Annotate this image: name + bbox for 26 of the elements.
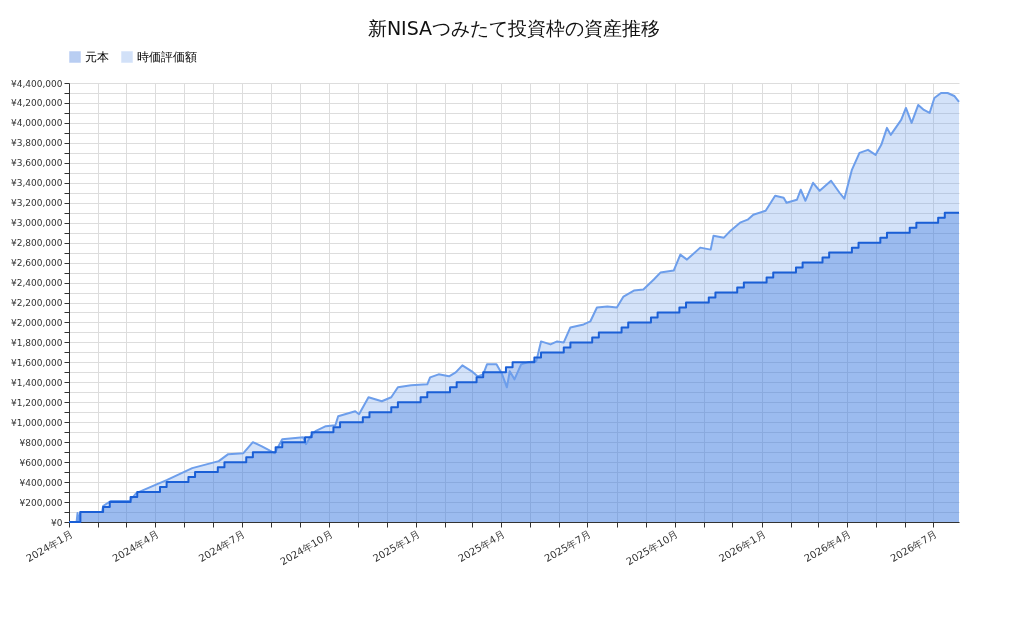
y-tick-label: ¥1,400,000 bbox=[10, 377, 63, 388]
y-tick-label: ¥3,400,000 bbox=[10, 178, 63, 189]
y-tick-label: ¥3,000,000 bbox=[10, 218, 63, 229]
y-tick-label: ¥3,200,000 bbox=[10, 198, 63, 209]
y-tick-label: ¥4,200,000 bbox=[10, 98, 63, 109]
y-tick-label: ¥800,000 bbox=[19, 437, 63, 448]
y-tick-label: ¥0 bbox=[51, 517, 63, 528]
y-tick-label: ¥1,200,000 bbox=[10, 397, 63, 408]
y-tick-label: ¥2,800,000 bbox=[10, 238, 63, 249]
y-tick-label: ¥4,000,000 bbox=[10, 118, 63, 129]
chart-title: 新NISAつみたて投資枠の資産推移 bbox=[367, 17, 661, 39]
y-tick-label: ¥2,600,000 bbox=[10, 258, 63, 269]
y-tick-label: ¥400,000 bbox=[19, 477, 63, 488]
legend-label: 時価評価額 bbox=[137, 50, 197, 64]
y-tick-label: ¥1,800,000 bbox=[10, 337, 63, 348]
y-tick-label: ¥2,400,000 bbox=[10, 278, 63, 289]
y-tick-label: ¥3,800,000 bbox=[10, 138, 63, 149]
y-tick-label: ¥1,600,000 bbox=[10, 357, 63, 368]
legend-label: 元本 bbox=[85, 50, 109, 64]
y-tick-label: ¥1,000,000 bbox=[10, 417, 63, 428]
y-tick-label: ¥3,600,000 bbox=[10, 158, 63, 169]
y-tick-label: ¥600,000 bbox=[19, 457, 63, 468]
y-tick-label: ¥2,000,000 bbox=[10, 317, 63, 328]
y-tick-label: ¥200,000 bbox=[19, 497, 63, 508]
y-tick-label: ¥2,200,000 bbox=[10, 298, 63, 308]
y-tick-label: ¥4,400,000 bbox=[10, 78, 63, 89]
